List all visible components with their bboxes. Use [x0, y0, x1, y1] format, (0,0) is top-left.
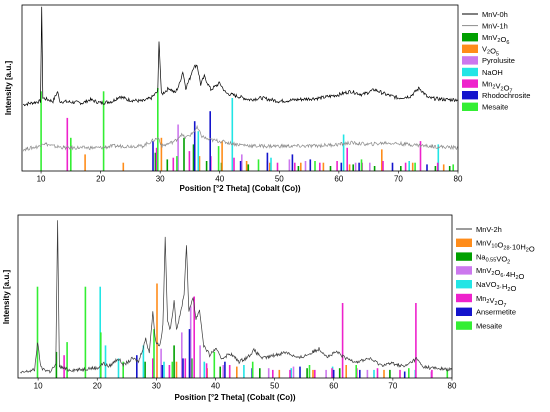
x-tick-label-60: 60 [329, 382, 338, 391]
legend-item-mnv-2: MnV2O6 [462, 33, 509, 46]
legend-item-naoh-5: NaOH [462, 67, 503, 77]
legend-item-ansermetite-6: Ansermetite [456, 307, 516, 317]
legend-color-swatch [462, 56, 478, 65]
legend-color-swatch [462, 33, 478, 42]
legend-label: Mn2V2O7 [476, 294, 506, 309]
legend-item-v-3: V2O5 [462, 44, 499, 58]
legend-label: NaOH [482, 68, 503, 77]
legend-label: Mesaite [482, 103, 508, 112]
legend-label: NaVO3·H2O [476, 280, 516, 293]
bottom-y-axis-title: Intensity [a.u.] [2, 270, 11, 325]
x-tick-label-10: 10 [37, 175, 46, 184]
legend-color-swatch [456, 321, 472, 330]
legend-color-swatch [456, 266, 472, 275]
legend-label: MnV10O28·10H2O [476, 239, 535, 254]
x-tick-label-50: 50 [275, 175, 284, 184]
legend-label: Mesaite [476, 321, 502, 330]
legend-item-mnv-3: MnV2O6·4H2O [456, 266, 525, 281]
bottom-plot-area [20, 220, 453, 378]
legend-item-mesaite-8: Mesaite [462, 102, 508, 112]
x-tick-label-20: 20 [93, 382, 102, 391]
series-mnv-0h [23, 6, 459, 107]
legend-label: Mn2V2O7 [482, 79, 512, 94]
legend-item-rhodochrosite-7: Rhodochrosite [462, 91, 530, 100]
x-tick-label-80: 80 [448, 382, 457, 391]
bottom-x-axis-title: Position [°2 Theta] (Cobalt (Co)) [175, 393, 296, 402]
legend-color-swatch [456, 293, 472, 303]
bottom-panel: Position [°2 Theta] (Cobalt (Co)) Intens… [2, 214, 535, 402]
legend-color-swatch [462, 102, 478, 111]
top-x-ticks: 10 20 30 40 50 60 70 80 [37, 171, 463, 184]
legend-item-mn-5: Mn2V2O7 [456, 293, 506, 309]
top-x-axis-title: Position [°2 Theta] (Cobalt (Co)) [180, 184, 301, 193]
legend-item-mnv-1h-1: MnV-1h [462, 21, 508, 30]
x-tick-label-60: 60 [334, 175, 343, 184]
legend-label: MnV-1h [482, 21, 508, 30]
legend-item-mnv-0h-0: MnV-0h [462, 10, 508, 19]
x-tick-label-10: 10 [34, 382, 43, 391]
x-tick-label-40: 40 [215, 175, 224, 184]
x-tick-label-70: 70 [394, 175, 403, 184]
legend-item-mesaite-7: Mesaite [456, 321, 502, 330]
bottom-x-ticks: 10 20 30 40 50 60 70 80 [34, 378, 457, 391]
series-mnv-1h [22, 124, 459, 152]
legend-item-pyrolusite-4: Pyrolusite [462, 56, 515, 65]
legend-item-mn-6: Mn2V2O7 [462, 79, 512, 94]
bottom-legend: MnV-2h MnV10O28·10H2ONa0.55VO2MnV2O6·4H2O… [456, 225, 535, 330]
legend-color-swatch [462, 44, 478, 53]
legend-color-swatch [456, 252, 472, 261]
x-tick-label-70: 70 [388, 382, 397, 391]
legend-label: MnV-0h [482, 10, 508, 19]
legend-color-swatch [462, 67, 478, 77]
x-tick-label-50: 50 [270, 382, 279, 391]
legend-color-swatch [456, 307, 472, 316]
legend-label: MnV2O6 [482, 33, 509, 46]
legend-item-mnv-1: MnV10O28·10H2O [456, 238, 535, 254]
legend-color-swatch [462, 79, 478, 88]
legend-item-navo-4: NaVO3·H2O [456, 280, 516, 293]
x-tick-label-20: 20 [96, 175, 105, 184]
legend-color-swatch [456, 238, 472, 247]
legend-color-swatch [462, 91, 478, 100]
x-tick-label-30: 30 [152, 382, 161, 391]
series-mnv-2h [20, 220, 453, 374]
x-tick-label-80: 80 [454, 175, 463, 184]
legend-label: Na0.55VO2 [476, 252, 510, 265]
top-y-axis-title: Intensity [a.u.] [4, 61, 13, 116]
legend-label: Ansermetite [476, 308, 516, 317]
legend-label: Rhodochrosite [482, 91, 530, 100]
legend-item-na-2: Na0.55VO2 [456, 252, 510, 265]
legend-label: V2O5 [482, 45, 499, 58]
top-plot-area [22, 6, 459, 171]
legend-item-mnv-2h-0: MnV-2h [456, 225, 502, 234]
legend-color-swatch [456, 280, 472, 289]
top-panel: Position [°2 Theta] (Cobalt (Co)) Intens… [4, 4, 530, 193]
legend-label: MnV-2h [476, 225, 502, 234]
top-plot-frame [21, 4, 459, 172]
legend-label: MnV2O6·4H2O [476, 266, 525, 281]
x-tick-label-30: 30 [156, 175, 165, 184]
x-tick-label-40: 40 [211, 382, 220, 391]
legend-label: Pyrolusite [482, 56, 515, 65]
bottom-plot-frame [17, 214, 453, 379]
